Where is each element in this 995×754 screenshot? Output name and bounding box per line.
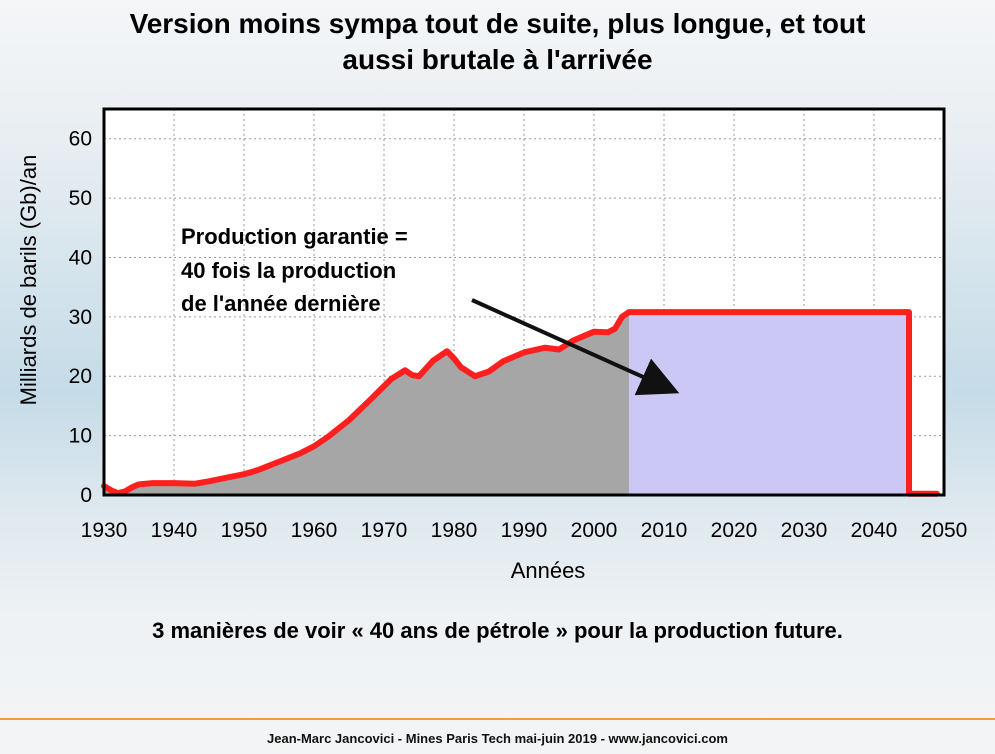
y-tick-label: 40	[69, 246, 92, 269]
x-tick-label: 2020	[711, 519, 758, 542]
x-axis: 1930 1940 1950 1960 1970 1980 1990 2000 2010 2020…	[81, 519, 968, 542]
future-area	[629, 312, 909, 495]
y-tick-label: 60	[69, 128, 92, 151]
x-tick-label: 1930	[81, 519, 128, 542]
chart-title: Version moins sympa tout de suite, plus …	[0, 6, 995, 78]
x-tick-label: 1950	[221, 519, 268, 542]
title-line-2: aussi brutale à l'arrivée	[342, 44, 653, 75]
footer-divider	[0, 718, 995, 720]
title-line-1: Version moins sympa tout de suite, plus …	[129, 8, 866, 39]
y-tick-label: 50	[69, 187, 92, 210]
x-tick-label: 2050	[921, 519, 968, 542]
footer-credit: Jean-Marc Jancovici - Mines Paris Tech m…	[267, 731, 728, 746]
y-tick-label: 0	[80, 484, 92, 507]
annotation-arrow	[471, 298, 680, 396]
x-tick-label: 1980	[431, 519, 478, 542]
y-tick-label: 30	[69, 306, 92, 329]
y-axis: 0 10 20 30 40 50 60	[69, 128, 92, 507]
y-tick-label: 20	[69, 365, 92, 388]
x-tick-label: 1970	[361, 519, 408, 542]
y-tick-label: 10	[69, 425, 92, 448]
x-tick-label: 2040	[851, 519, 898, 542]
series-group	[101, 309, 940, 497]
x-tick-label: 1960	[291, 519, 338, 542]
annotation-line-2: 40 fois la production	[181, 258, 396, 283]
x-tick-label: 2010	[641, 519, 688, 542]
x-tick-label: 1990	[501, 519, 548, 542]
annotation-line-3: de l'année dernière	[181, 291, 381, 316]
caption: 3 manières de voir « 40 ans de pétrole »…	[152, 618, 843, 643]
production-line	[101, 309, 940, 497]
x-tick-label: 2030	[781, 519, 828, 542]
x-axis-label: Années	[511, 558, 586, 583]
plot-frame	[102, 107, 946, 497]
y-axis-label: Milliards de barils (Gb)/an	[16, 155, 41, 406]
annotation: Production garantie = 40 fois la product…	[181, 224, 680, 396]
x-tick-label: 1940	[151, 519, 198, 542]
annotation-line-1: Production garantie =	[181, 224, 408, 249]
x-tick-label: 2000	[571, 519, 618, 542]
